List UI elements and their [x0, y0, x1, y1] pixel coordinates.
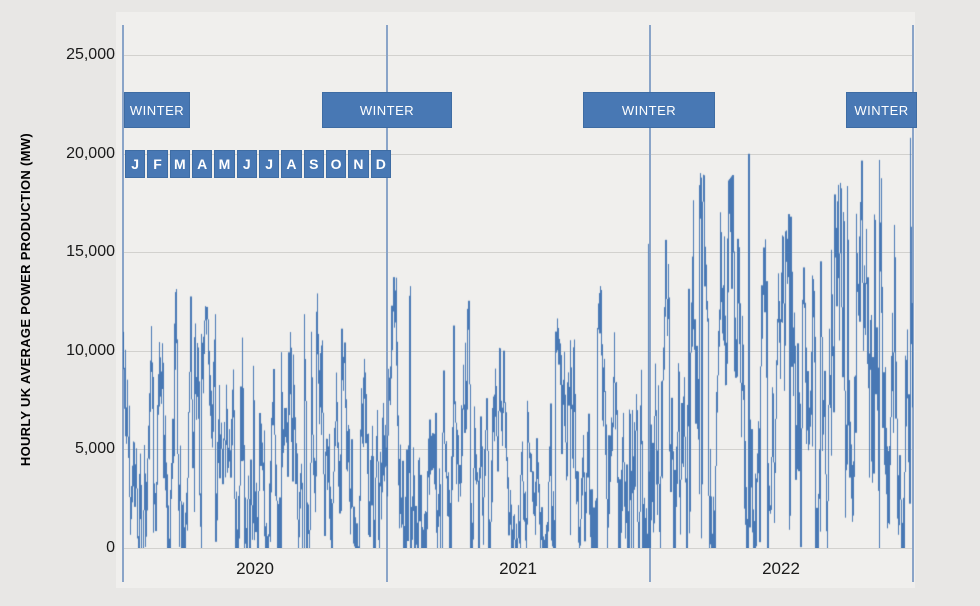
y-tick-label: 10,000	[66, 342, 115, 359]
y-axis-title: HOURLY UK AVERAGE POWER PRODUCTION (MW)	[17, 133, 33, 467]
month-box-label: A	[197, 156, 208, 172]
y-tick-label: 15,000	[66, 243, 115, 260]
month-box-dec: D	[370, 150, 391, 178]
y-tick-label: 25,000	[66, 46, 115, 63]
month-box-label: O	[330, 156, 342, 172]
month-box-label: N	[353, 156, 364, 172]
month-box-label: D	[375, 156, 386, 172]
winter-badge-label: WINTER	[854, 102, 909, 118]
month-box-label: M	[218, 156, 231, 172]
x-axis-year-2020: 2020	[236, 559, 274, 578]
x-axis-year-2022: 2022	[762, 559, 800, 578]
month-box-feb: F	[147, 150, 168, 178]
month-box-label: M	[173, 156, 186, 172]
y-tick-label: 20,000	[66, 145, 115, 162]
month-box-label: J	[265, 156, 274, 172]
y-tick-label: 0	[106, 539, 115, 556]
month-box-label: A	[286, 156, 297, 172]
month-box-may: M	[214, 150, 235, 178]
winter-badge-label: WINTER	[129, 102, 185, 118]
month-strip-2020: J F M A M J J A S O N D	[125, 150, 391, 178]
month-box-apr: A	[191, 150, 213, 178]
month-box-jul: J	[258, 150, 280, 178]
month-box-mar: M	[169, 150, 190, 178]
winter-badge-2020: WINTER	[124, 92, 190, 128]
month-box-jan: J	[125, 150, 146, 178]
winter-badge-label: WINTER	[621, 102, 677, 118]
winter-badge-label: WINTER	[359, 102, 415, 118]
axis-line-right	[912, 25, 914, 582]
month-box-label: S	[309, 156, 319, 172]
gridline-0-baseline	[123, 548, 913, 549]
month-box-nov: N	[348, 150, 369, 178]
x-axis-year-2021: 2021	[499, 559, 537, 578]
month-box-aug: A	[281, 150, 302, 178]
power-series-canvas	[123, 25, 913, 548]
y-tick-label: 5,000	[74, 440, 115, 457]
winter-badge-2022: WINTER	[846, 92, 917, 128]
month-box-label: J	[242, 156, 251, 172]
month-box-jun: J	[236, 150, 257, 178]
winter-badge-2021-2022: WINTER	[583, 92, 715, 128]
month-box-oct: O	[325, 150, 347, 178]
winter-badge-2020-2021: WINTER	[322, 92, 452, 128]
month-box-sep: S	[303, 150, 324, 178]
y-axis-title-wrap: HOURLY UK AVERAGE POWER PRODUCTION (MW)	[14, 85, 36, 515]
month-box-label: J	[131, 156, 140, 172]
month-box-label: F	[153, 156, 162, 172]
